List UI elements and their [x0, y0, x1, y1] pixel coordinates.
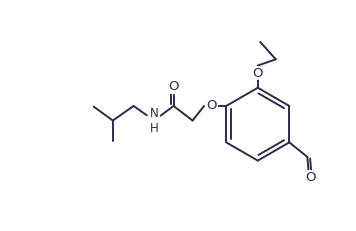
Text: O: O — [305, 170, 316, 184]
Text: N
H: N H — [150, 106, 159, 134]
Text: O: O — [252, 67, 263, 80]
Text: O: O — [206, 100, 217, 112]
Text: O: O — [168, 80, 179, 93]
